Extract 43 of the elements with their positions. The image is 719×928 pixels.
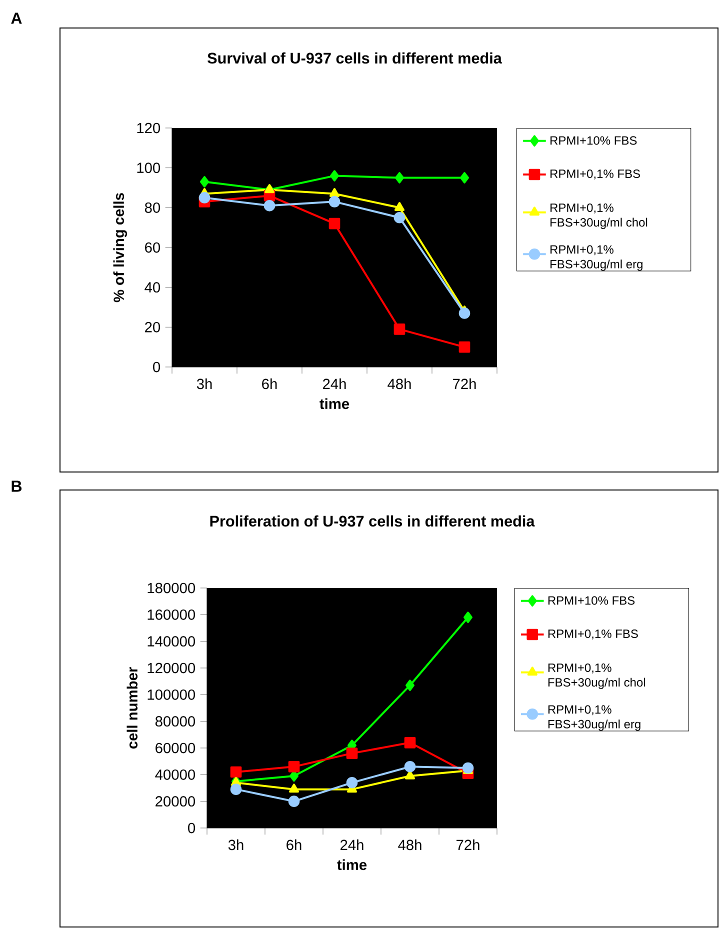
x-axis-title: time: [320, 398, 350, 410]
x-tick-label: 48h: [398, 839, 422, 850]
x-tick-label: 48h: [388, 378, 411, 390]
y-tick-label: 20000: [156, 796, 196, 807]
chart-title: Survival of U-937 cells in different media: [208, 52, 502, 64]
y-tick-label: 60: [145, 242, 160, 253]
y-tick-label: 0: [153, 362, 160, 372]
x-tick-label: 3h: [196, 378, 212, 390]
y-tick-label: 80: [144, 202, 160, 213]
text: A: [11, 12, 22, 24]
y-tick-label: 40000: [155, 769, 196, 780]
legend-label: RPMI+0,1% FBS+30ug/ml chol: [548, 663, 645, 689]
legend-label: RPMI+0,1% FBS: [548, 630, 638, 640]
x-tick-label: 24h: [340, 839, 364, 850]
legend-label: RPMI+0,1% FBS+30ug/ml erg: [550, 245, 642, 271]
y-tick-label: 20: [145, 322, 160, 332]
legend-label: RPMI+0,1% FBS+30ug/ml erg: [548, 705, 640, 731]
y-tick-label: 60000: [156, 742, 196, 754]
chart-title: Proliferation of U-937 cells in different media: [210, 515, 535, 527]
legend-label: RPMI+10% FBS: [548, 596, 635, 605]
y-axis-title: cell number: [126, 667, 138, 749]
x-tick-label: 24h: [322, 378, 346, 389]
y-tick-label: 140000: [148, 636, 196, 647]
y-tick-label: 0: [188, 822, 196, 834]
x-tick-label: 72h: [456, 839, 480, 850]
legend-label: RPMI+0,1% FBS: [550, 170, 640, 180]
legend-label: RPMI+10% FBS: [550, 136, 637, 145]
x-tick-label: 6h: [286, 839, 302, 850]
text: B: [12, 480, 22, 492]
x-tick-label: 6h: [262, 378, 277, 390]
y-tick-label: 120: [137, 122, 160, 134]
x-axis-title: time: [337, 859, 367, 870]
x-tick-label: 72h: [453, 378, 476, 389]
y-axis-title: % of living cells: [113, 193, 128, 302]
y-tick-label: 180000: [148, 582, 196, 594]
legend-label: RPMI+0,1% FBS+30ug/ml chol: [550, 203, 648, 229]
x-tick-label: 3h: [228, 839, 244, 850]
y-tick-label: 80000: [155, 716, 196, 727]
y-tick-label: 100: [137, 162, 160, 174]
y-tick-label: 100000: [148, 689, 196, 700]
y-tick-label: 160000: [148, 609, 196, 620]
y-tick-label: 40: [144, 282, 160, 293]
y-tick-label: 120000: [148, 662, 196, 674]
